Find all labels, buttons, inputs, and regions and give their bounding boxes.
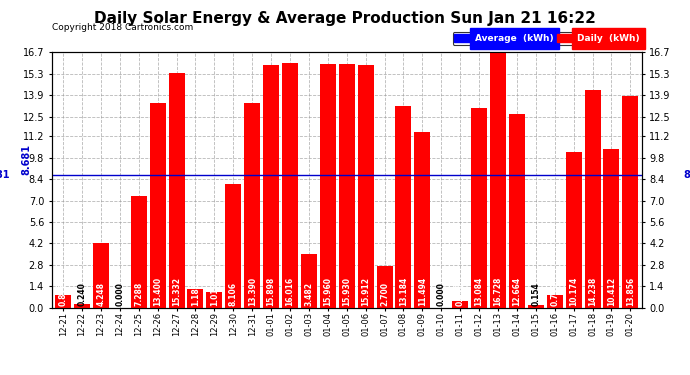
Text: 0.240: 0.240	[77, 282, 86, 306]
Bar	[282, 63, 298, 308]
Text: 2.700: 2.700	[380, 282, 389, 306]
Bar	[528, 305, 544, 308]
Text: Daily Solar Energy & Average Production Sun Jan 21 16:22: Daily Solar Energy & Average Production …	[94, 11, 596, 26]
Text: ← 8.681: ← 8.681	[0, 170, 9, 180]
Bar	[604, 148, 620, 308]
Text: 13.390: 13.390	[248, 277, 257, 306]
Bar	[55, 295, 71, 307]
Text: 0.000: 0.000	[115, 282, 124, 306]
Bar	[377, 266, 393, 308]
Text: 0.812: 0.812	[59, 282, 68, 306]
Text: 14.238: 14.238	[588, 277, 597, 306]
Bar	[150, 103, 166, 308]
Text: 15.930: 15.930	[342, 277, 351, 306]
Text: 13.400: 13.400	[153, 277, 162, 306]
Bar	[188, 290, 204, 308]
Text: Copyright 2018 Cartronics.com: Copyright 2018 Cartronics.com	[52, 23, 193, 32]
Bar	[490, 52, 506, 308]
Bar	[414, 132, 431, 308]
Bar	[130, 196, 147, 308]
Bar	[168, 74, 185, 308]
Text: 10.412: 10.412	[607, 277, 616, 306]
Text: 3.482: 3.482	[304, 282, 313, 306]
Bar	[584, 90, 600, 308]
Text: 0.450: 0.450	[455, 282, 464, 306]
Text: 15.898: 15.898	[266, 277, 275, 306]
Text: 7.288: 7.288	[135, 282, 144, 306]
Bar	[509, 114, 525, 308]
Bar	[319, 64, 336, 308]
Text: 1.016: 1.016	[210, 282, 219, 306]
Bar	[93, 243, 109, 308]
Text: 0.154: 0.154	[531, 282, 540, 306]
Text: 1.188: 1.188	[191, 282, 200, 306]
Text: 16.728: 16.728	[493, 277, 502, 306]
Bar	[244, 103, 260, 308]
Text: 12.664: 12.664	[513, 277, 522, 306]
Bar	[263, 65, 279, 308]
Text: 10.174: 10.174	[569, 277, 578, 306]
Text: 16.016: 16.016	[286, 277, 295, 306]
Text: 8.106: 8.106	[229, 282, 238, 306]
Bar	[357, 64, 374, 308]
Text: 0.796: 0.796	[550, 282, 559, 306]
Text: 13.084: 13.084	[475, 277, 484, 306]
Bar	[546, 296, 563, 307]
Text: 8.681: 8.681	[21, 144, 31, 175]
Bar	[206, 292, 222, 308]
Text: 4.248: 4.248	[97, 282, 106, 306]
Text: 0.000: 0.000	[437, 282, 446, 306]
Text: 8.681 →: 8.681 →	[684, 170, 690, 180]
Bar	[339, 64, 355, 308]
Bar	[225, 184, 241, 308]
Text: 11.494: 11.494	[418, 277, 427, 306]
Text: 15.332: 15.332	[172, 277, 181, 306]
Bar	[74, 304, 90, 307]
Bar	[301, 254, 317, 308]
Bar	[452, 301, 469, 307]
Text: 15.912: 15.912	[361, 277, 370, 306]
Bar	[471, 108, 487, 307]
Bar	[395, 106, 411, 307]
Text: 13.184: 13.184	[399, 277, 408, 306]
Bar	[622, 96, 638, 308]
Text: 15.960: 15.960	[324, 277, 333, 306]
Bar	[566, 152, 582, 308]
Text: 13.856: 13.856	[626, 277, 635, 306]
Legend: Average  (kWh), Daily  (kWh): Average (kWh), Daily (kWh)	[453, 32, 642, 45]
